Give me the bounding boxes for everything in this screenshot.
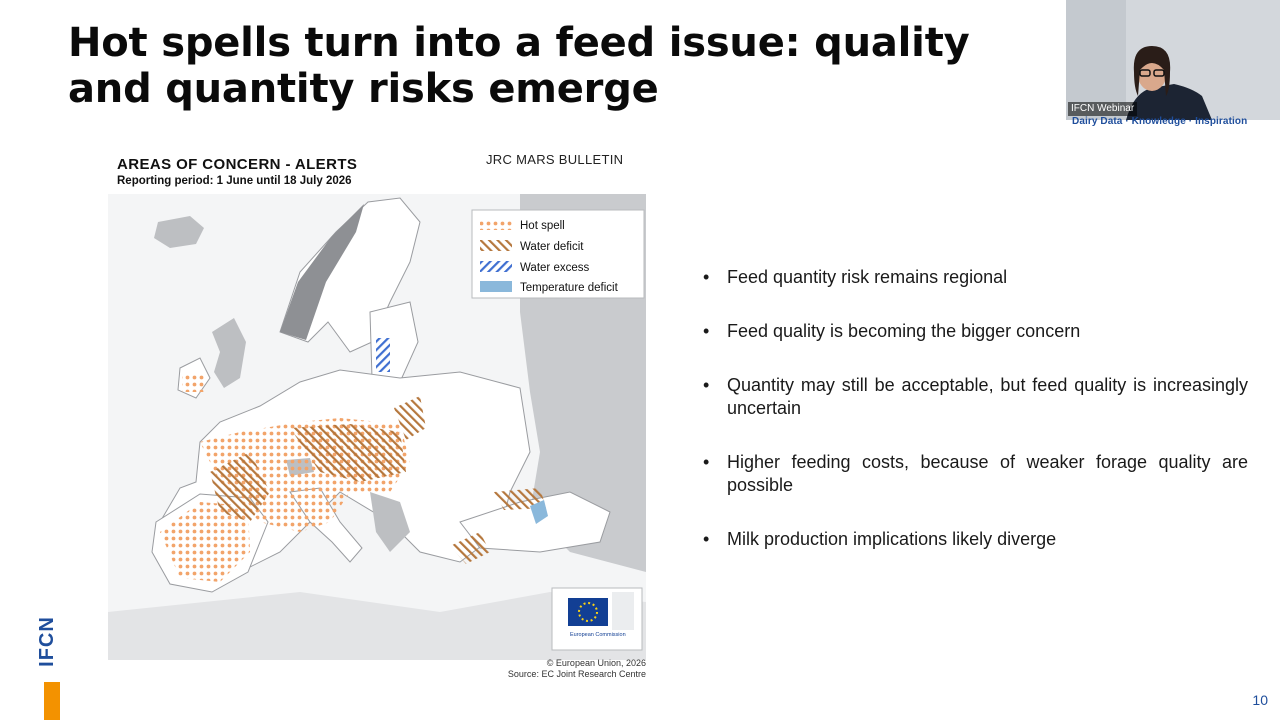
bullet-list: Feed quantity risk remains regional Feed… (703, 266, 1248, 582)
map-copyright: © European Union, 2026 (546, 658, 646, 668)
bullet-item: Quantity may still be acceptable, but fe… (703, 374, 1248, 420)
map-source-note: © European Union, 2026 Source: EC Joint … (508, 658, 646, 680)
bullet-item: Feed quality is becoming the bigger conc… (703, 320, 1248, 343)
ifcn-accent-bar (44, 682, 60, 720)
legend-swatch-water-excess (480, 261, 512, 272)
legend-swatch-hot-spell (480, 219, 512, 230)
legend-label-water-deficit: Water deficit (520, 241, 584, 253)
ec-logo: European Commission (551, 587, 643, 651)
bullet-item: Milk production implications likely dive… (703, 528, 1248, 551)
legend-label-temperature-deficit: Temperature deficit (520, 282, 619, 294)
page-number: 10 (1252, 692, 1268, 708)
map-title: AREAS OF CONCERN - ALERTS (117, 156, 358, 173)
map-source: Source: EC Joint Research Centre (507, 669, 646, 679)
legend-swatch-water-deficit (480, 240, 512, 251)
webcam-label: IFCN Webinar (1068, 102, 1138, 116)
europe-map: Hot spell Water deficit Water excess Tem… (108, 194, 646, 660)
slide-title: Hot spells turn into a feed issue: quali… (68, 20, 970, 112)
bullet-item: Higher feeding costs, because of weaker … (703, 451, 1248, 497)
legend-swatch-temperature-deficit (480, 281, 512, 292)
alerts-map-figure: AREAS OF CONCERN - ALERTS Reporting peri… (100, 140, 660, 688)
ifcn-tagline: Dairy Data · Knowledge · Inspiration (1072, 116, 1248, 127)
legend-label-water-excess: Water excess (520, 262, 589, 274)
webcam-video[interactable]: IFCN Webinar (1066, 0, 1280, 120)
map-legend: Hot spell Water deficit Water excess Tem… (471, 209, 645, 299)
ec-logo-text: European Commission (570, 632, 626, 638)
ifcn-logo-text: IFCN (35, 616, 58, 667)
presenter-silhouette (1066, 0, 1280, 120)
map-period: Reporting period: 1 June until 18 July 2… (117, 175, 352, 187)
legend-label-hot-spell: Hot spell (520, 220, 565, 232)
map-bulletin-label: JRC MARS BULLETIN (486, 152, 624, 167)
ifcn-logo: IFCN (36, 612, 70, 672)
iceland-shape (154, 216, 204, 248)
bullet-item: Feed quantity risk remains regional (703, 266, 1248, 289)
